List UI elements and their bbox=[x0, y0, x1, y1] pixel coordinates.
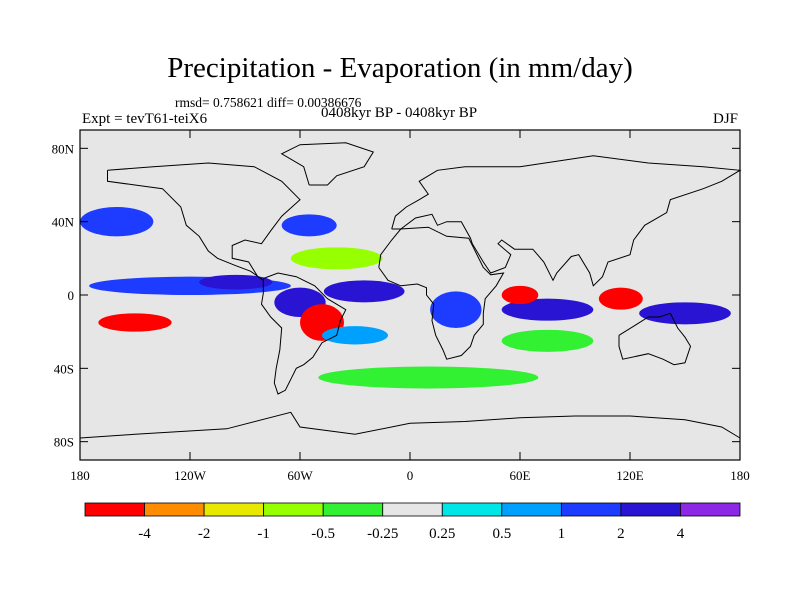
field-region bbox=[290, 247, 383, 270]
field-region bbox=[501, 285, 539, 305]
field-region bbox=[98, 313, 172, 332]
colorbar-swatch bbox=[144, 502, 205, 517]
y-tick-label: 80N bbox=[52, 141, 75, 156]
colorbar-label: 0.25 bbox=[429, 526, 455, 542]
colorbar-label: -4 bbox=[138, 526, 151, 542]
stats-text: rmsd= 0.758621 diff= 0.00386676 bbox=[175, 95, 362, 110]
x-tick-label: 120E bbox=[616, 468, 644, 483]
coastline bbox=[107, 162, 301, 281]
y-tick-label: 80S bbox=[54, 435, 74, 450]
coastline bbox=[618, 312, 692, 366]
coastline bbox=[391, 155, 742, 287]
colorbar-swatch bbox=[620, 502, 681, 517]
colorbar-swatch bbox=[84, 502, 145, 517]
field-region bbox=[199, 274, 273, 290]
period-label: 0408kyr BP - 0408kyr BP bbox=[321, 105, 478, 121]
y-tick-label: 0 bbox=[68, 288, 75, 303]
field-region bbox=[639, 302, 731, 325]
season-label: DJF bbox=[712, 111, 738, 127]
coastline-layer bbox=[79, 142, 742, 439]
colorbar-label: -2 bbox=[198, 526, 211, 542]
y-tick-label: 40S bbox=[54, 361, 74, 376]
colorbar-swatch bbox=[441, 502, 503, 517]
colorbar-swatch bbox=[263, 502, 324, 517]
x-tick-label: 60E bbox=[510, 468, 531, 483]
field-region bbox=[80, 207, 154, 237]
field-region bbox=[281, 214, 337, 237]
coastline bbox=[79, 411, 741, 439]
x-tick-label: 180 bbox=[730, 468, 750, 483]
x-tick-label: 180 bbox=[70, 468, 90, 483]
field-region bbox=[430, 291, 482, 328]
colorbar-label: 2 bbox=[617, 526, 625, 542]
field-region bbox=[323, 280, 405, 303]
colorbar-swatch bbox=[322, 502, 384, 517]
colorbar-label: 1 bbox=[558, 526, 566, 542]
coastline bbox=[378, 226, 505, 360]
colorbar-label: -0.25 bbox=[367, 526, 398, 542]
colorbar-label: 4 bbox=[677, 526, 685, 542]
field-region bbox=[318, 366, 539, 389]
colorbar-label: -0.5 bbox=[311, 526, 335, 542]
colorbar-label: -1 bbox=[257, 526, 270, 542]
experiment-label: Expt = tevT61-teiX6 bbox=[82, 111, 208, 127]
colorbar-swatch bbox=[203, 502, 265, 517]
y-tick-label: 40N bbox=[52, 215, 75, 230]
field-region bbox=[501, 298, 594, 321]
field-layer bbox=[80, 207, 731, 389]
coastline bbox=[280, 142, 375, 186]
field-region bbox=[598, 287, 643, 310]
field-region bbox=[322, 326, 388, 345]
field-region bbox=[501, 329, 594, 352]
colorbar-swatch bbox=[382, 502, 443, 517]
x-tick-label: 60W bbox=[287, 468, 313, 483]
x-tick-label: 0 bbox=[407, 468, 414, 483]
coastline bbox=[260, 272, 347, 395]
x-tick-label: 120W bbox=[174, 468, 207, 483]
colorbar-swatch bbox=[501, 502, 562, 517]
colorbar-swatch bbox=[680, 502, 741, 517]
colorbar-label: 0.5 bbox=[492, 526, 511, 542]
colorbar-swatch bbox=[560, 502, 622, 517]
chart-title: Precipitation - Evaporation (in mm/day) bbox=[167, 52, 633, 84]
